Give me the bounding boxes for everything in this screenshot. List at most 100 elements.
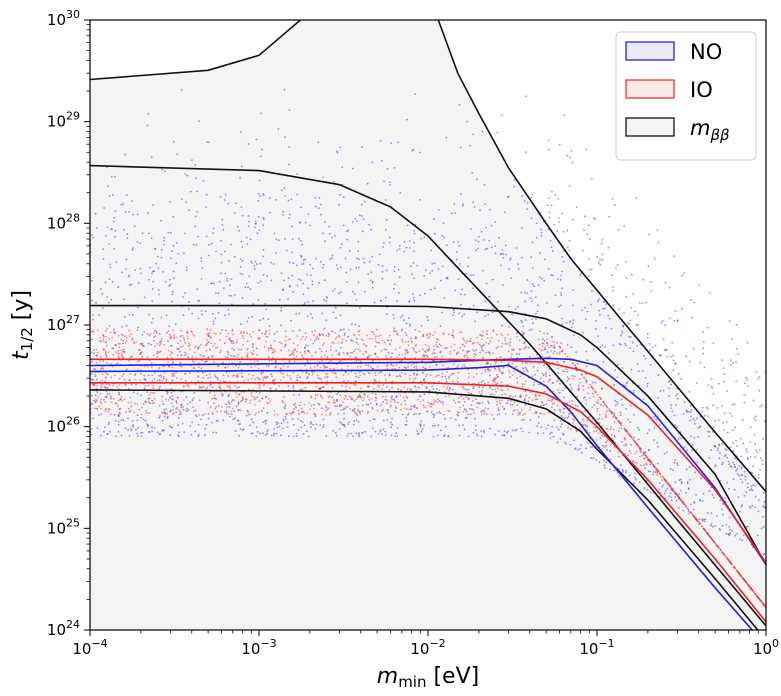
scatter-point-no	[140, 395, 142, 397]
scatter-point-no	[551, 246, 553, 248]
scatter-point-no	[194, 392, 196, 394]
scatter-point-no	[602, 405, 604, 407]
scatter-point-no	[331, 257, 333, 259]
scatter-point-io	[358, 334, 360, 336]
scatter-point-io	[533, 381, 535, 383]
scatter-point-no	[650, 464, 652, 466]
scatter-point-no	[526, 208, 528, 210]
scatter-point-io	[576, 431, 578, 433]
scatter-point-no	[292, 291, 294, 293]
scatter-point-io	[355, 384, 357, 386]
scatter-point-no	[637, 427, 639, 429]
scatter-point-no	[144, 387, 146, 389]
scatter-point-no	[231, 278, 233, 280]
scatter-point-io	[481, 414, 483, 416]
scatter-point-no	[742, 481, 744, 483]
scatter-point-io	[215, 347, 217, 349]
scatter-point-io	[396, 333, 398, 335]
scatter-point-io	[598, 418, 600, 420]
scatter-point-no	[406, 119, 408, 121]
scatter-point-no	[538, 384, 540, 386]
scatter-point-no	[304, 259, 306, 261]
scatter-point-no	[530, 297, 532, 299]
scatter-point-no	[663, 339, 665, 341]
scatter-point-no	[382, 409, 384, 411]
scatter-point-no	[188, 301, 190, 303]
scatter-point-io	[325, 366, 327, 368]
scatter-point-no	[407, 366, 409, 368]
scatter-point-no	[648, 449, 650, 451]
scatter-point-no	[131, 430, 133, 432]
y-tick-label: 1027	[47, 313, 80, 334]
scatter-point-no	[300, 427, 302, 429]
scatter-point-no	[546, 428, 548, 430]
scatter-point-io	[401, 338, 403, 340]
scatter-point-io	[363, 343, 365, 345]
scatter-point-no	[439, 352, 441, 354]
scatter-point-io	[311, 331, 313, 333]
scatter-point-no	[593, 349, 595, 351]
scatter-point-io	[568, 415, 570, 417]
scatter-point-no	[306, 274, 308, 276]
scatter-point-no	[516, 429, 518, 431]
scatter-point-no	[391, 435, 393, 437]
scatter-point-io	[446, 388, 448, 390]
scatter-point-io	[436, 412, 438, 414]
scatter-point-io	[737, 570, 739, 572]
scatter-point-no	[340, 291, 342, 293]
scatter-point-io	[228, 393, 230, 395]
scatter-point-io	[96, 349, 98, 351]
scatter-point-no	[620, 414, 622, 416]
scatter-point-no	[476, 402, 478, 404]
scatter-point-no	[707, 431, 709, 433]
scatter-point-no	[378, 433, 380, 435]
scatter-point-io	[613, 429, 615, 431]
scatter-point-io	[482, 345, 484, 347]
scatter-point-io	[100, 356, 102, 358]
scatter-point-no	[620, 344, 622, 346]
scatter-point-no	[248, 275, 250, 277]
scatter-point-no	[529, 329, 531, 331]
scatter-point-no	[345, 258, 347, 260]
scatter-point-io	[183, 399, 185, 401]
scatter-point-io	[114, 374, 116, 376]
scatter-point-no	[702, 500, 704, 502]
scatter-point-no	[300, 240, 302, 242]
scatter-point-no	[292, 387, 294, 389]
scatter-point-io	[696, 519, 698, 521]
scatter-point-io	[193, 367, 195, 369]
scatter-point-io	[141, 407, 143, 409]
scatter-point-no	[645, 358, 647, 360]
scatter-point-no	[159, 433, 161, 435]
scatter-point-no	[487, 401, 489, 403]
scatter-point-io	[113, 398, 115, 400]
scatter-point-no	[416, 265, 418, 267]
scatter-point-no	[303, 263, 305, 265]
scatter-point-io	[270, 344, 272, 346]
scatter-point-no	[409, 323, 411, 325]
scatter-point-no	[140, 273, 142, 275]
scatter-point-no	[569, 157, 571, 159]
scatter-point-io	[436, 364, 438, 366]
scatter-point-no	[293, 424, 295, 426]
scatter-point-io	[173, 337, 175, 339]
scatter-point-io	[102, 339, 104, 341]
scatter-point-no	[273, 435, 275, 437]
scatter-point-no	[484, 411, 486, 413]
scatter-point-no	[271, 435, 273, 437]
scatter-point-io	[246, 349, 248, 351]
scatter-point-io	[273, 410, 275, 412]
scatter-point-io	[231, 401, 233, 403]
scatter-point-io	[643, 452, 645, 454]
scatter-point-io	[160, 343, 162, 345]
scatter-point-io	[148, 384, 150, 386]
scatter-point-no	[669, 495, 671, 497]
scatter-point-no	[183, 431, 185, 433]
scatter-point-no	[133, 391, 135, 393]
scatter-point-io	[374, 372, 376, 374]
scatter-point-io	[106, 362, 108, 364]
scatter-point-no	[730, 446, 732, 448]
scatter-point-no	[323, 264, 325, 266]
scatter-point-no	[434, 233, 436, 235]
scatter-point-io	[184, 342, 186, 344]
